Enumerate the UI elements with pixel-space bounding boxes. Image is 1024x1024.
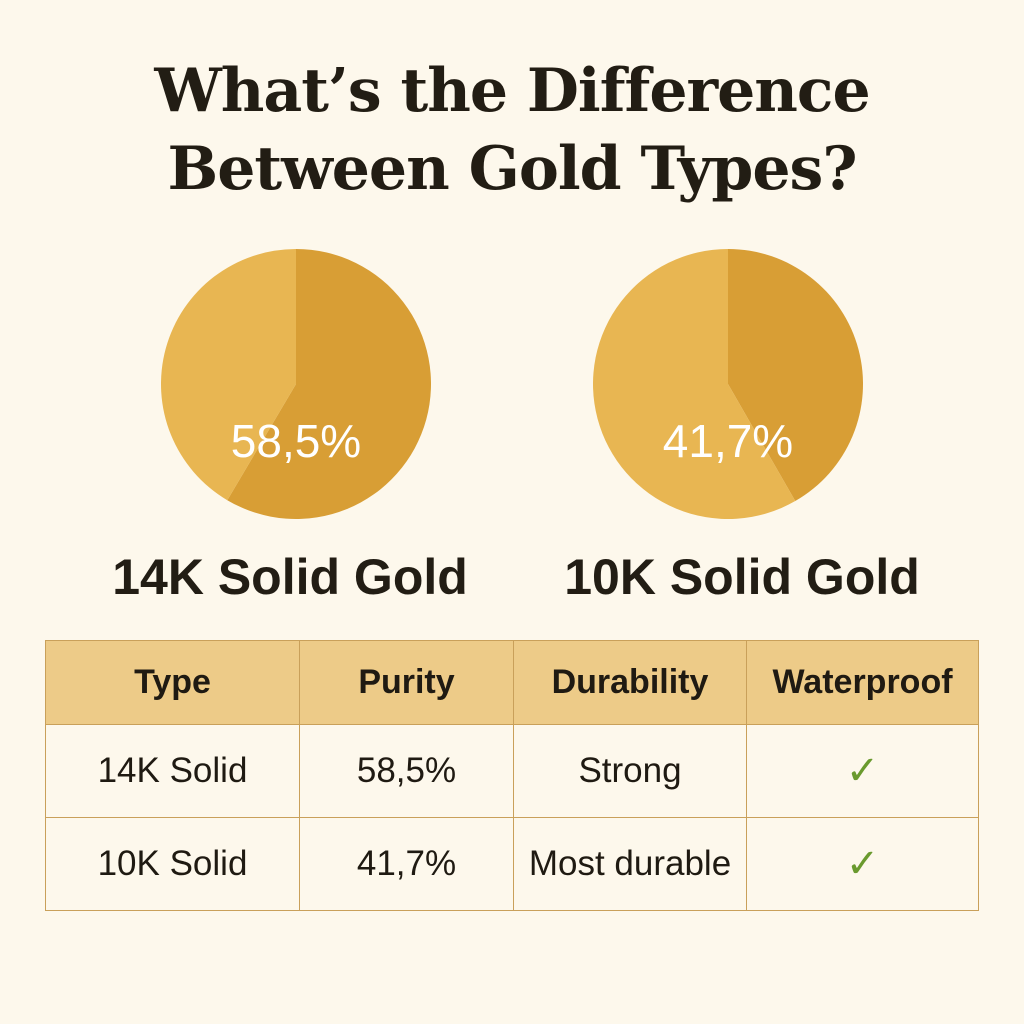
header-waterproof: Waterproof — [746, 640, 979, 725]
comparison-table: Type Purity Durability Waterproof 14K So… — [45, 640, 979, 911]
cell-type: 10K Solid — [45, 817, 300, 911]
table-row: 14K Solid 58,5% Strong ✓ — [45, 724, 979, 818]
table-row: 10K Solid 41,7% Most durable ✓ — [45, 817, 979, 911]
pie-14k-svg — [160, 249, 431, 519]
pie-10k-svg — [593, 248, 863, 519]
pie-14k: 58,5% — [160, 249, 431, 519]
pie-10k-label: 10K Solid Gold — [564, 549, 920, 605]
pie-slice-other — [593, 249, 796, 519]
table-header-row: Type Purity Durability Waterproof — [45, 640, 979, 725]
pie-10k-value-label: 41,7% — [662, 415, 794, 467]
cell-durability: Most durable — [513, 817, 747, 911]
cell-purity: 58,5% — [299, 724, 514, 818]
title-line-2: Between Gold Types? — [167, 134, 858, 204]
pie-slice-gold — [728, 248, 863, 502]
header-purity: Purity — [299, 640, 514, 725]
check-icon: ✓ — [746, 724, 979, 818]
cell-durability: Strong — [513, 724, 747, 818]
pie-10k: 41,7% — [593, 248, 863, 519]
cell-type: 14K Solid — [45, 724, 300, 818]
pie-slice-gold — [227, 249, 431, 519]
title-line-1: What’s the Difference — [154, 56, 870, 126]
cell-purity: 41,7% — [299, 817, 514, 911]
pie-slice-other — [160, 249, 296, 501]
check-icon: ✓ — [746, 817, 979, 911]
pie-14k-label: 14K Solid Gold — [112, 549, 468, 605]
header-durability: Durability — [513, 640, 747, 725]
pie-14k-value-label: 58,5% — [230, 415, 362, 467]
header-type: Type — [45, 640, 300, 725]
page-title: What’s the Difference Between Gold Types… — [0, 52, 1024, 208]
